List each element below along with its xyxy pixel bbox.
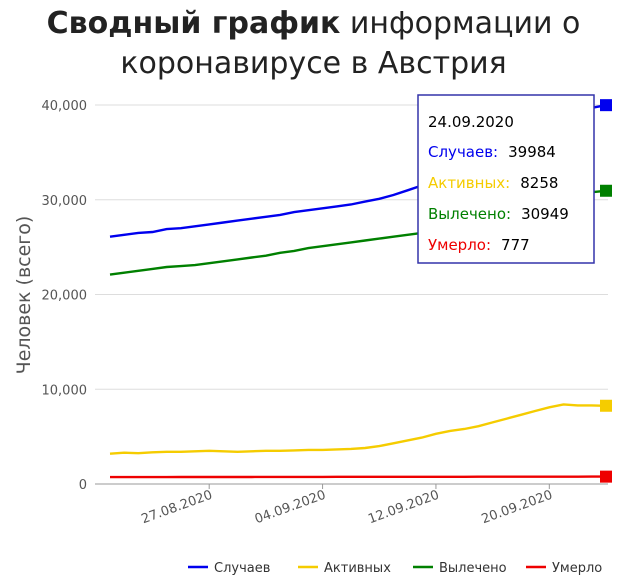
legend-item-label[interactable]: Случаев [214,561,270,576]
series-line[interactable] [109,403,607,455]
legend-item-label[interactable]: Умерло [552,561,602,576]
tooltip-label: Умерло: [428,236,491,254]
y-tick-label: 20,000 [42,289,88,304]
title-rest: информации о [340,6,581,41]
y-tick-label: 30,000 [42,194,88,209]
tooltip-box [417,94,595,264]
series-end-marker[interactable] [600,399,612,412]
series-line[interactable] [110,475,606,479]
legend-item-label[interactable]: Вылечено [439,561,507,576]
x-tick-label: 20.09.2020 [480,488,555,528]
title-line-1: Сводный график информации о [0,4,627,44]
y-tick-label: 10,000 [42,383,88,398]
tooltip: 24.09.2020 Случаев: 39984 Активных: 8258 Выле… [417,94,595,264]
tooltip-label: Вылечено: [428,205,511,223]
x-axis-ticks: 27.08.2020 04.09.2020 12.09.2020 20.09.2020 [139,484,555,528]
y-axis-label: Человек (всего) [13,216,35,375]
tooltip-date: 24.09.2020 [428,113,514,131]
chart-title: Сводный график информации о коронавирусе… [0,4,627,84]
tooltip-value: 8258 [520,174,558,192]
tooltip-value: 777 [501,236,530,254]
y-tick-label: 40,000 [42,99,88,114]
tooltip-value: 39984 [508,143,556,161]
legend[interactable]: Случаев Активных Вылечено Умерло [188,561,602,576]
tooltip-value: 30949 [521,205,569,223]
series-end-marker[interactable] [600,184,612,197]
end-markers[interactable] [600,99,612,483]
x-tick-label: 12.09.2020 [366,488,441,528]
x-tick-label: 27.08.2020 [139,488,214,528]
legend-item-label[interactable]: Активных [324,561,391,576]
x-tick-label: 04.09.2020 [253,488,328,528]
title-bold: Сводный график [46,6,341,41]
y-axis-ticks: 0 10,000 20,000 30,000 40,000 [42,99,88,493]
series-end-marker[interactable] [600,470,612,483]
tooltip-label: Случаев: [428,143,498,161]
tooltip-label: Активных: [428,174,510,192]
series-end-marker[interactable] [600,99,612,112]
title-line-2: коронавирусе в Австрия [120,46,507,81]
y-tick-label: 0 [79,478,87,493]
